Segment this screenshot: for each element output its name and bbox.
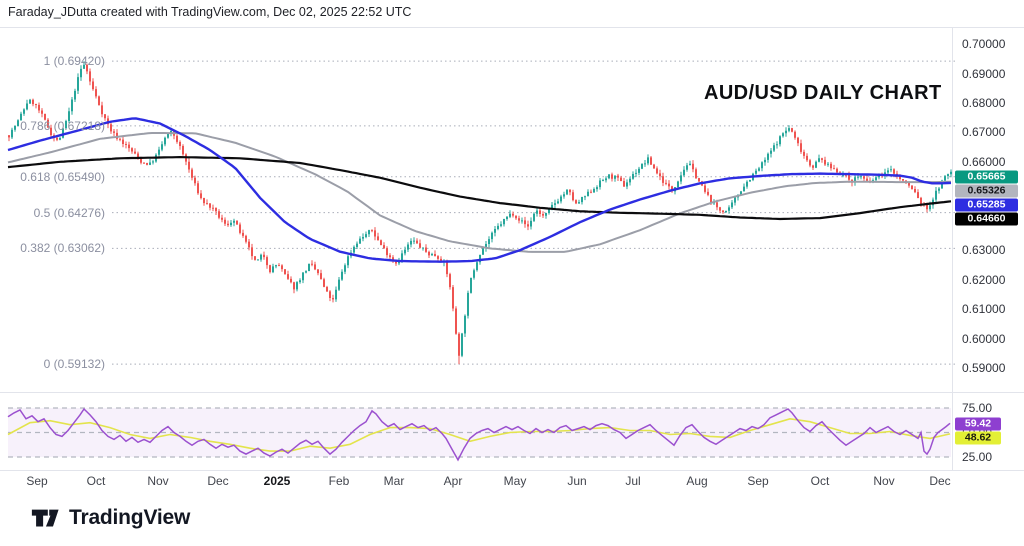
price-tick-label: 0.69000 [962,66,1006,81]
price-tag-ma-slow-value: 0.64660 [955,212,1018,225]
time-tick-jun: Jun [567,474,587,488]
rsi-ma-line [7,417,951,452]
price-tick-label: 0.70000 [962,37,1006,51]
price-tick-label: 0.66000 [962,154,1006,169]
time-tick-oct: Oct [86,474,106,488]
time-tick-feb: Feb [328,474,350,488]
fib-label-5: 0 (0.59132) [43,357,105,372]
time-tick-sep: Sep [747,474,769,488]
fib-label-4: 0.382 (0.63062) [20,241,105,256]
price-tag-current-price: 0.65665 [955,170,1018,183]
fib-label-3: 0.5 (0.64276) [33,205,105,220]
time-tick-dec: Dec [929,474,951,488]
tradingview-logo-icon [31,509,59,527]
pane-dividers [0,27,1024,471]
time-tick-nov: Nov [147,474,169,488]
time-tick-sep: Sep [26,474,48,488]
price-tick-label: 0.59000 [962,361,1006,375]
price-tick-label: 0.60000 [962,331,1006,346]
price-tag-ma-mid-value: 0.65326 [955,184,1018,197]
ma-mid-line [7,132,952,253]
chart-title: AUD/USD DAILY CHART [704,82,942,104]
fib-lines [112,60,958,365]
ma-slow-line [7,155,952,221]
price-tick-label: 0.61000 [962,302,1006,317]
moving-averages [7,117,952,263]
rsi-tag-rsi-value: 59.42 [955,417,1001,430]
time-tick-apr: Apr [443,474,463,488]
price-tag-ma-fast-value: 0.65285 [955,198,1018,211]
fib-label-2: 0.618 (0.65490) [20,169,105,184]
rsi-tag-rsi-ma-value: 48.62 [955,431,1001,444]
tradingview-logo: TradingView [30,506,190,530]
price-tick-label: 0.63000 [962,243,1006,258]
time-tick-mar: Mar [383,474,405,488]
rsi-pane [7,407,951,462]
time-tick-2025: 2025 [263,474,291,488]
time-tick-aug: Aug [686,474,708,488]
time-tick-may: May [503,474,527,488]
attribution-text: Faraday_JDutta created with TradingView.… [8,5,412,19]
time-tick-jul: Jul [625,474,641,488]
ma-fast-line [7,117,952,263]
time-tick-nov: Nov [873,474,895,488]
time-tick-oct: Oct [810,474,830,488]
fib-label-1: 0.786 (0.67218) [20,118,105,133]
price-tick-label: 0.68000 [962,95,1006,110]
rsi-tick-label: 25.00 [962,450,993,464]
rsi-tick-label: 75.00 [962,401,993,415]
time-tick-dec: Dec [207,474,229,488]
tradingview-logo-text: TradingView [69,506,191,529]
price-tick-label: 0.67000 [962,125,1006,140]
price-tick-label: 0.62000 [962,272,1006,287]
fib-label-0: 1 (0.69420) [43,54,105,69]
rsi-line [7,407,951,462]
